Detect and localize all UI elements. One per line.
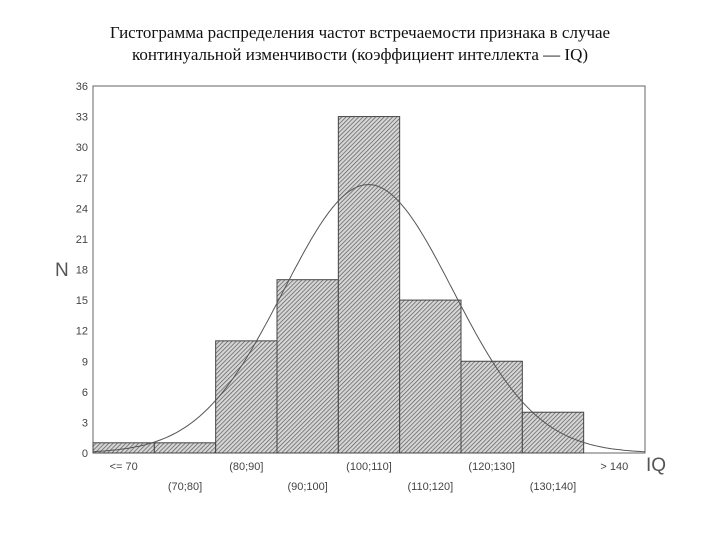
histogram-bar (399, 299, 462, 454)
x-tick-label: (120;130] (468, 461, 514, 473)
x-tick-label: (110;120] (407, 481, 453, 493)
y-tick-label: 12 (76, 326, 88, 338)
histogram-bar (215, 340, 278, 454)
y-tick-label: 3 (82, 417, 88, 429)
x-tick-label: (130;140] (530, 481, 576, 493)
y-axis-label: N (55, 260, 69, 281)
histogram-bar (153, 442, 217, 454)
histogram-bar (337, 116, 401, 454)
y-tick-label: 18 (76, 265, 88, 277)
x-tick-label: (100;110] (346, 461, 392, 473)
x-axis-ticks: <= 70 (70;80] (80;90] (90;100] (100;110] (110… (110, 461, 629, 493)
y-tick-label: 6 (82, 387, 88, 399)
x-tick-label: <= 70 (110, 461, 138, 473)
y-tick-label: 27 (76, 173, 88, 185)
y-tick-label: 9 (82, 356, 88, 368)
histogram-bar (460, 360, 523, 454)
normal-curve (92, 184, 646, 453)
x-tick-label: > 140 (600, 461, 628, 473)
y-tick-label: 21 (76, 234, 88, 246)
histogram-bar (276, 279, 339, 454)
y-tick-label: 0 (82, 448, 88, 460)
histogram-bar (521, 411, 585, 454)
histogram-bars (92, 116, 585, 454)
x-tick-label: (90;100] (287, 481, 327, 493)
y-tick-label: 30 (76, 142, 88, 154)
title-line-2: континуальной изменчивости (коэффициент … (131, 45, 589, 64)
x-tick-label: (80;90] (229, 461, 263, 473)
y-tick-label: 24 (76, 203, 88, 215)
title-line-1: Гистограмма распределения частот встреча… (109, 23, 611, 42)
y-tick-label: 33 (76, 112, 88, 124)
y-tick-label: 36 (76, 81, 88, 93)
chart-title: Гистограмма распределения частот встреча… (0, 22, 720, 66)
x-tick-label: (70;80] (168, 481, 202, 493)
y-tick-label: 15 (76, 295, 88, 307)
x-axis-label: IQ (646, 455, 666, 476)
